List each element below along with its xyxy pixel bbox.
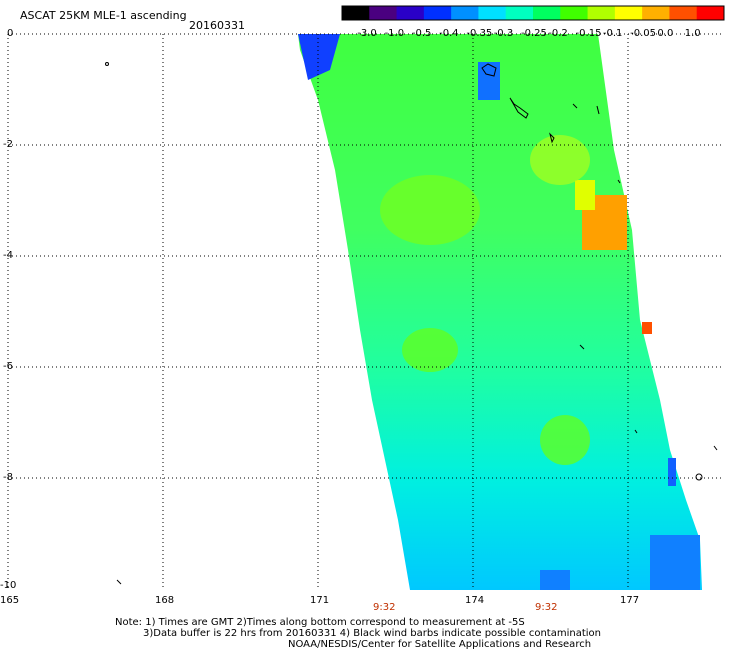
colorbar-label: -0.15 <box>575 28 602 39</box>
lon-label-174: 174 <box>465 595 485 606</box>
colorbar <box>341 5 725 21</box>
map-title: ASCAT 25KM MLE-1 ascending <box>20 9 187 22</box>
lon-label-168: 168 <box>155 595 175 606</box>
lat-label-2: -2 <box>3 139 13 150</box>
swath-blue-patch <box>540 570 570 590</box>
swath-blue-patch <box>668 458 676 486</box>
colorbar-swatch <box>614 6 643 20</box>
lat-label-10: -10 <box>0 580 17 591</box>
lat-label-6: -6 <box>3 361 13 372</box>
swath-red-patch <box>642 322 652 334</box>
colorbar-label: -0.35 <box>466 28 493 39</box>
swath-blue-patch <box>650 535 700 590</box>
time-label: 9:32 <box>373 602 396 613</box>
note-line-2: 3)Data buffer is 22 hrs from 20160331 4)… <box>143 628 601 639</box>
swath-green-blob <box>380 175 480 245</box>
colorbar-border <box>341 5 725 21</box>
colorbar-swatch <box>478 6 507 20</box>
colorbar-label: -0.1 <box>602 28 623 39</box>
lat-label-8: -8 <box>3 472 13 483</box>
island-outlines <box>105 62 718 585</box>
lat-label-4: -4 <box>3 250 13 261</box>
colorbar-swatch <box>696 6 725 20</box>
colorbar-label: -0.25 <box>521 28 547 39</box>
swath-green-blob <box>402 328 458 372</box>
colorbar-swatch <box>369 6 398 20</box>
colorbar-swatch <box>505 6 534 20</box>
colorbar-label: 0.0 <box>657 28 674 39</box>
colorbar-swatch <box>669 6 698 20</box>
colorbar-label: -0.3 <box>493 28 514 39</box>
lon-label-171: 171 <box>310 595 330 606</box>
colorbar-label: -0.05 <box>630 28 657 39</box>
colorbar-swatch <box>423 6 452 20</box>
colorbar-swatch <box>396 6 425 20</box>
colorbar-label: -0.5 <box>411 28 432 39</box>
swath-green-blob <box>530 135 590 185</box>
data-swath <box>298 34 702 590</box>
colorbar-swatch <box>560 6 589 20</box>
lat-label-0: 0 <box>7 28 14 39</box>
lon-label-165: 165 <box>0 595 20 606</box>
colorbar-swatch <box>451 6 479 20</box>
swath-green-blob <box>540 415 590 465</box>
colorbar-label: -0.2 <box>548 28 568 39</box>
time-label: 9:32 <box>535 602 558 613</box>
lon-label-177: 177 <box>620 595 640 606</box>
swath-yellow-patch <box>575 180 595 210</box>
colorbar-swatch <box>587 6 616 20</box>
colorbar-swatch <box>342 6 370 20</box>
colorbar-swatch <box>642 6 670 20</box>
swath-blue-patch <box>478 62 500 100</box>
swath-blue-corner <box>298 34 340 80</box>
map-date: 20160331 <box>189 19 245 32</box>
grid <box>7 33 722 590</box>
colorbar-label: -0.4 <box>439 28 459 39</box>
colorbar-swatch <box>533 6 561 20</box>
note-line-3: NOAA/NESDIS/Center for Satellite Applica… <box>288 639 592 650</box>
note-line-1: Note: 1) Times are GMT 2)Times along bot… <box>115 617 525 628</box>
colorbar-label: 1.0 <box>684 28 701 39</box>
colorbar-label: -3.0 <box>357 28 377 39</box>
colorbar-label: -1.0 <box>384 28 405 39</box>
